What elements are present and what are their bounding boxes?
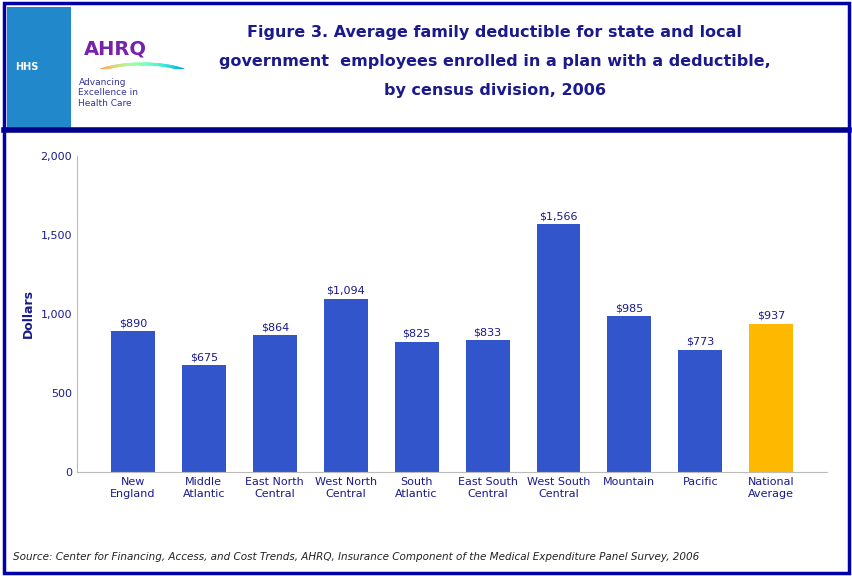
Text: $937: $937	[757, 310, 785, 321]
Bar	[465, 340, 509, 472]
Bar	[394, 342, 438, 472]
Text: $890: $890	[118, 318, 147, 328]
Bar	[323, 299, 367, 472]
Text: $1,094: $1,094	[326, 286, 365, 296]
Text: government  employees enrolled in a plan with a deductible,: government employees enrolled in a plan …	[219, 54, 769, 69]
Text: AHRQ: AHRQ	[83, 40, 147, 58]
Bar	[677, 350, 722, 472]
Text: Figure 3. Average family deductible for state and local: Figure 3. Average family deductible for …	[247, 25, 741, 40]
Bar	[748, 324, 792, 472]
Text: Advancing
Excellence in
Health Care: Advancing Excellence in Health Care	[78, 78, 138, 108]
Bar	[181, 365, 226, 472]
Y-axis label: Dollars: Dollars	[21, 289, 35, 339]
Bar	[111, 331, 155, 472]
Text: $825: $825	[402, 328, 430, 339]
Text: by census division, 2006: by census division, 2006	[383, 83, 605, 98]
Text: $833: $833	[473, 327, 501, 337]
Text: HHS: HHS	[15, 62, 38, 73]
Text: $985: $985	[614, 303, 642, 313]
Text: Source: Center for Financing, Access, and Cost Trends, AHRQ, Insurance Component: Source: Center for Financing, Access, an…	[13, 552, 699, 562]
Text: $864: $864	[261, 323, 289, 332]
Text: $773: $773	[686, 337, 714, 347]
Bar	[252, 335, 296, 472]
Bar	[607, 316, 651, 472]
Bar	[536, 224, 580, 472]
Text: $1,566: $1,566	[538, 211, 577, 221]
Text: $675: $675	[189, 353, 217, 362]
